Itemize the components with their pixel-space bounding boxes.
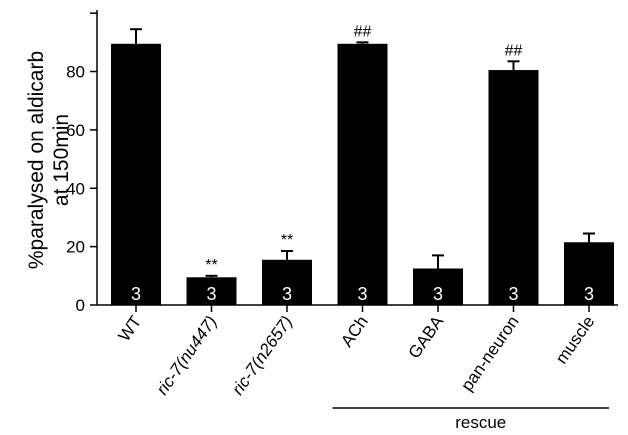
y-tick-label: 40: [66, 179, 85, 198]
y-tick-label: 80: [66, 63, 85, 82]
category-label: muscle: [552, 312, 598, 367]
sample-size-label: 3: [357, 284, 367, 304]
significance-marker: ##: [505, 42, 523, 59]
sample-size-label: 3: [508, 284, 518, 304]
bar: [564, 242, 614, 305]
bar: [413, 268, 463, 305]
category-label: ric-7(nu447): [153, 312, 221, 398]
category-label: WT: [115, 312, 146, 345]
category-label: GABA: [405, 312, 448, 362]
rescue-group-label: rescue: [455, 413, 506, 432]
y-axis-title: %paralysed on aldicarb at 150min: [25, 51, 73, 269]
sample-size-label: 3: [131, 284, 141, 304]
significance-marker: **: [205, 257, 217, 274]
significance-marker: **: [281, 232, 293, 249]
sample-size-label: 3: [282, 284, 292, 304]
sample-size-label: 3: [206, 284, 216, 304]
y-tick-label: 20: [66, 238, 85, 257]
y-axis-label-line2: at 150min: [50, 114, 73, 206]
rescue-group: rescue: [332, 407, 609, 432]
category-label: ACh: [337, 312, 372, 350]
bar: [262, 259, 312, 305]
sample-size-label: 3: [584, 284, 594, 304]
significance-marker: ##: [354, 23, 372, 40]
sample-size-label: 3: [433, 284, 443, 304]
bar: [337, 43, 388, 305]
category-labels: WT ric-7(nu447) ric-7(n2657) ACh GABA pan-neu…: [115, 312, 599, 399]
y-axis-label-line1: %paralysed on aldicarb: [25, 51, 48, 269]
y-tick-label: 0: [76, 296, 85, 315]
bar: [186, 277, 237, 305]
category-label: pan-neuron: [457, 312, 522, 394]
category-label: ric-7(n2657): [228, 312, 296, 398]
y-tick-label: 60: [66, 121, 85, 140]
bars: 3 3 ** 3 ** 3 ## 3 3 ## 3: [111, 23, 614, 305]
bar: [111, 43, 161, 305]
bar: [488, 70, 539, 305]
